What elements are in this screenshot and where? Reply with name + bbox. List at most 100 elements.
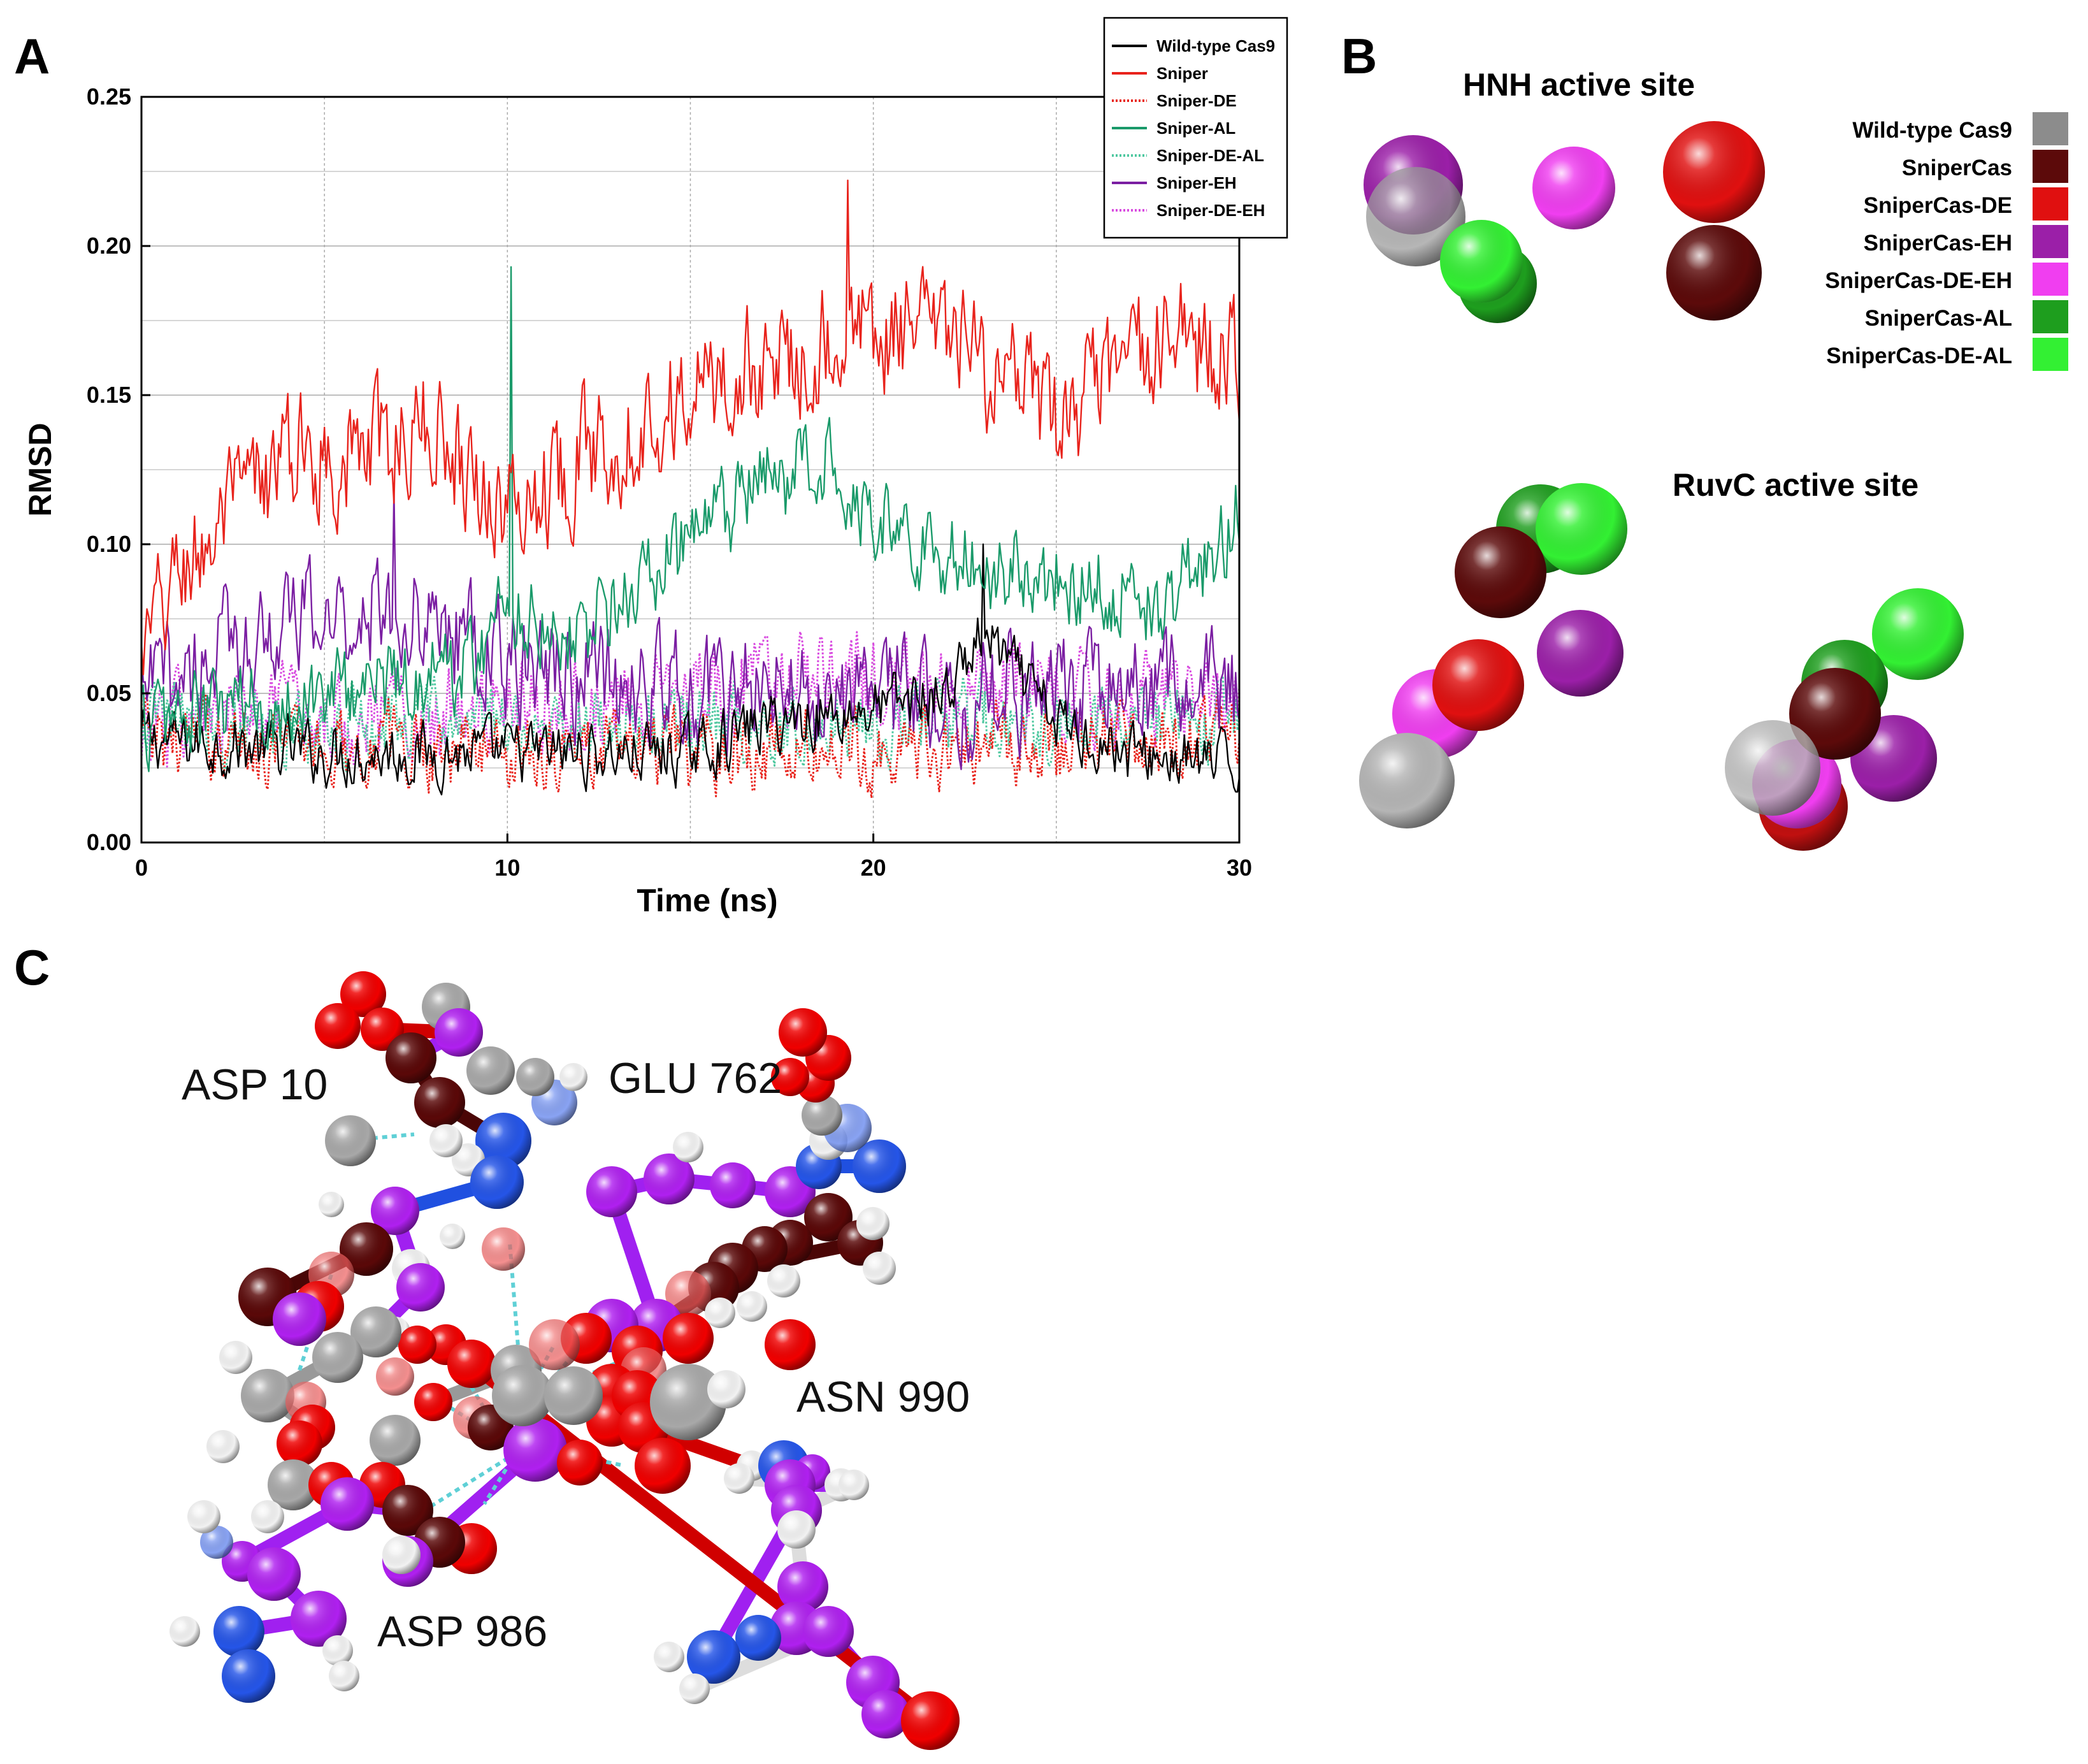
b-legend-swatch [2033, 263, 2068, 296]
series-line-wild-type-cas9 [140, 543, 1241, 796]
chart-legend: Wild-type Cas9 Sniper Sniper-DE Sniper-AL Sn… [1103, 17, 1288, 239]
atom-shading [376, 1357, 414, 1396]
atom-shading [777, 1561, 828, 1612]
panel-b-label: B [1341, 28, 1377, 84]
atom-shading [382, 1536, 421, 1574]
atom-shading [856, 1207, 889, 1240]
atom-shading [273, 1292, 326, 1346]
atom-shading [663, 1313, 714, 1364]
legend-label: Sniper-EH [1156, 173, 1237, 192]
residue-label-asp-10: ASP 10 [182, 1060, 328, 1109]
atom-shading [320, 1477, 374, 1531]
ruvc-spheres-right [1725, 588, 1964, 851]
atom-shading [765, 1319, 816, 1370]
x-axis-title: Time (ns) [637, 883, 777, 918]
atom-shading [516, 1058, 554, 1096]
atom-shading [277, 1421, 322, 1466]
y-tick-label: 0.25 [87, 83, 131, 110]
plot-frame [140, 96, 1241, 844]
atom-shading [382, 1485, 433, 1536]
atom-shading [665, 1271, 711, 1317]
atom-shading [396, 1263, 445, 1312]
series-line-sniper-eh [140, 489, 1241, 770]
x-tick-labels: 0 10 20 30 [135, 855, 1252, 881]
atom-shading [268, 1459, 319, 1510]
series-lines [140, 179, 1241, 799]
atom-shading [673, 1132, 703, 1162]
atom-shading [370, 1415, 421, 1466]
atom-shading [557, 1440, 603, 1486]
atom-shading [475, 1113, 531, 1169]
atom-shading [853, 1139, 906, 1193]
atom-shading [241, 1369, 294, 1422]
atom-shading [329, 1661, 359, 1691]
residue-label-asn-990: ASN 990 [796, 1373, 970, 1421]
atom-shading [737, 1291, 767, 1322]
atom-shading [466, 1046, 515, 1095]
atom-shading [219, 1341, 252, 1374]
atom-shading [492, 1365, 553, 1426]
atom-shading [213, 1606, 264, 1657]
atom-shading [861, 1690, 910, 1739]
x-tick-label: 0 [135, 855, 148, 881]
atom-shading [839, 1470, 869, 1500]
atom-shading [222, 1649, 275, 1703]
b-legend-swatch [2033, 187, 2068, 220]
atom-shading [429, 1124, 463, 1157]
b-legend-label: SniperCas-DE [1864, 193, 2012, 218]
atom-shading [650, 1364, 726, 1440]
b-legend-label: SniperCas [1902, 155, 2012, 180]
atom-shading [414, 1383, 452, 1421]
atom-shading [559, 1063, 587, 1091]
atom-shading [470, 1155, 524, 1209]
atom-shading [863, 1252, 896, 1285]
series-line-sniper-al [140, 266, 1241, 772]
atom-shading [705, 1298, 735, 1328]
b-legend-swatch [2033, 112, 2068, 145]
y-tick-label: 0.10 [87, 531, 131, 557]
atom-shading [724, 1463, 754, 1494]
atom-shading [503, 1418, 567, 1482]
atom-shading [169, 1616, 200, 1647]
atom-shading [679, 1674, 710, 1704]
atom-shading [312, 1332, 363, 1383]
atom-shading [200, 1526, 233, 1559]
hnh-title: HNH active site [1463, 67, 1695, 103]
residue-label-glu-762: GLU 762 [608, 1054, 782, 1102]
axis-ticks [140, 96, 1241, 844]
atom-shading [901, 1691, 960, 1750]
atom-shading [710, 1162, 756, 1208]
atom-shading [687, 1630, 740, 1684]
atom-shading [340, 971, 386, 1017]
atom-shading [771, 1058, 809, 1096]
atom-shading [319, 1192, 344, 1217]
residue-label-asp-986: ASP 986 [377, 1607, 547, 1656]
b-legend-label: Wild-type Cas9 [1852, 118, 2012, 143]
legend-label: Wild-type Cas9 [1156, 36, 1275, 55]
atom-shading [414, 1077, 465, 1128]
series-line-sniper-de [140, 691, 1241, 799]
atom-shading [325, 1115, 376, 1166]
panel-b-legend: Wild-type Cas9 SniperCas SniperCas-DE Snipe… [1825, 112, 2068, 371]
x-tick-label: 30 [1227, 855, 1252, 881]
active-site-molecule-render [169, 971, 960, 1750]
b-legend-swatch [2033, 150, 2068, 183]
ruvc-title: RuvC active site [1673, 467, 1919, 503]
atom-shading [654, 1642, 684, 1672]
atom-shading [385, 1032, 436, 1083]
series-line-sniper [140, 179, 1241, 676]
atom-shading [350, 1306, 401, 1357]
atom-shading [586, 1166, 637, 1217]
atom-shading [635, 1438, 691, 1494]
panel-c-label: C [14, 939, 50, 995]
rmsd-chart: 0.00 0.05 0.10 0.15 0.20 0.25 0 10 20 30 Time (n… [22, 17, 1288, 918]
b-legend-swatch [2033, 338, 2068, 371]
panel-a-label: A [14, 28, 50, 84]
atom-shading [804, 1193, 853, 1241]
b-legend-label: SniperCas-DE-EH [1825, 268, 2012, 293]
b-legend-label: SniperCas-DE-AL [1826, 343, 2012, 368]
atom-shading [322, 1635, 353, 1666]
b-legend-swatch [2033, 225, 2068, 258]
y-tick-label: 0.15 [87, 382, 131, 408]
